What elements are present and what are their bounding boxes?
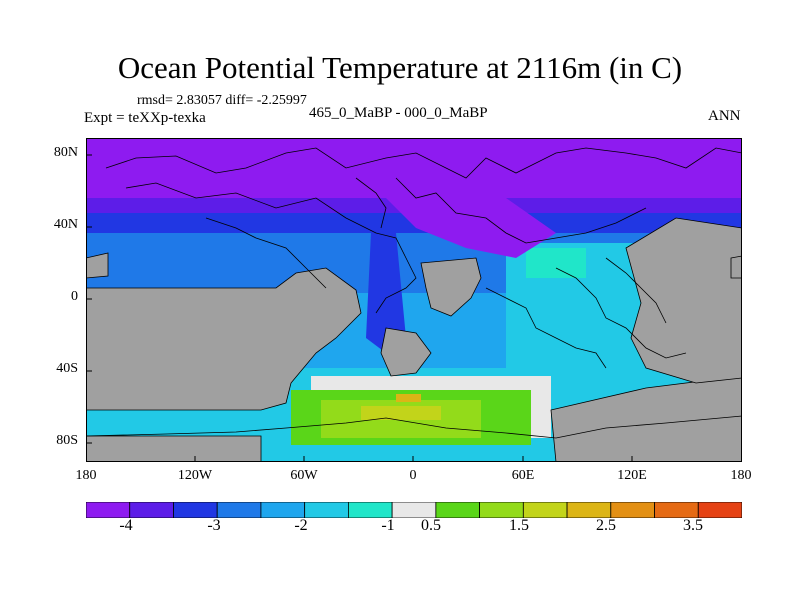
lon-label-120w: 120W: [177, 468, 213, 483]
season-label: ANN: [708, 108, 741, 124]
colorbar-swatch: [522, 502, 568, 518]
difference-label: 465_0_MaBP - 000_0_MaBP: [309, 105, 488, 121]
colorbar-label: -1: [381, 517, 395, 534]
lon-label-60w: 60W: [290, 468, 318, 483]
land-south-west: [86, 267, 362, 411]
colorbar-swatch: [260, 502, 306, 518]
lat-label-80s: 80S: [56, 433, 78, 448]
lat-label-0: 0: [71, 289, 78, 304]
colorbar-label: 0.5: [421, 517, 441, 534]
stats-text: rmsd= 2.83057 diff= -2.25997: [137, 93, 307, 108]
colorbar-label: -3: [207, 517, 221, 534]
colorbar-swatch: [129, 502, 174, 518]
field-orange-patch: [396, 394, 421, 402]
field-yellow-patch: [361, 406, 441, 420]
lat-label-80n: 80N: [53, 145, 78, 160]
land-west-strip: [86, 435, 262, 462]
lat-label-40n: 40N: [53, 217, 78, 232]
field-blue-channel: [366, 233, 406, 353]
colorbar-swatch: [216, 502, 262, 518]
land-south-continent: [550, 375, 742, 462]
lon-label-180w: 180: [75, 468, 97, 483]
field-teal-patch: [526, 248, 586, 278]
map-frame: [86, 138, 742, 462]
land-west-continent: [86, 252, 109, 279]
temperature-map: [86, 138, 742, 462]
colorbar-swatch: [347, 502, 393, 518]
colorbar-label: 3.5: [683, 517, 703, 534]
field-violet-tongue: [386, 198, 556, 258]
land-central-island: [380, 327, 432, 377]
lon-label-120e: 120E: [617, 468, 647, 483]
colorbar: [86, 502, 742, 518]
colorbar-label: -2: [294, 517, 308, 534]
colorbar-label: 2.5: [596, 517, 616, 534]
lon-label-0: 0: [409, 468, 417, 483]
experiment-label: Expt = teXXp-texka: [84, 110, 206, 126]
land-africa-like: [420, 257, 482, 317]
colorbar-swatch: [304, 502, 349, 518]
colorbar-swatch: [654, 502, 699, 518]
colorbar-label: -4: [119, 517, 133, 534]
lon-label-60e: 60E: [511, 468, 535, 483]
map-ticks: [86, 154, 633, 462]
colorbar-label: 1.5: [509, 517, 529, 534]
colorbar-swatch: [610, 502, 655, 518]
colorbar-swatch: [391, 502, 437, 518]
map-title: Ocean Potential Temperature at 2116m (in…: [117, 50, 683, 85]
colorbar-swatch: [479, 502, 524, 518]
land-east-continent: [625, 217, 742, 384]
colorbar-swatch: [697, 502, 742, 518]
land-far-east: [730, 255, 742, 279]
lon-label-180e: 180: [730, 468, 752, 483]
colorbar-swatch: [566, 502, 612, 518]
coastlines: [86, 147, 742, 439]
colorbar-swatch: [173, 502, 218, 518]
land-masses: [86, 217, 742, 462]
lat-label-40s: 40S: [56, 361, 78, 376]
colorbar-swatch: [86, 502, 131, 518]
colorbar-swatch: [435, 502, 480, 518]
field-polar-violet: [86, 138, 742, 198]
